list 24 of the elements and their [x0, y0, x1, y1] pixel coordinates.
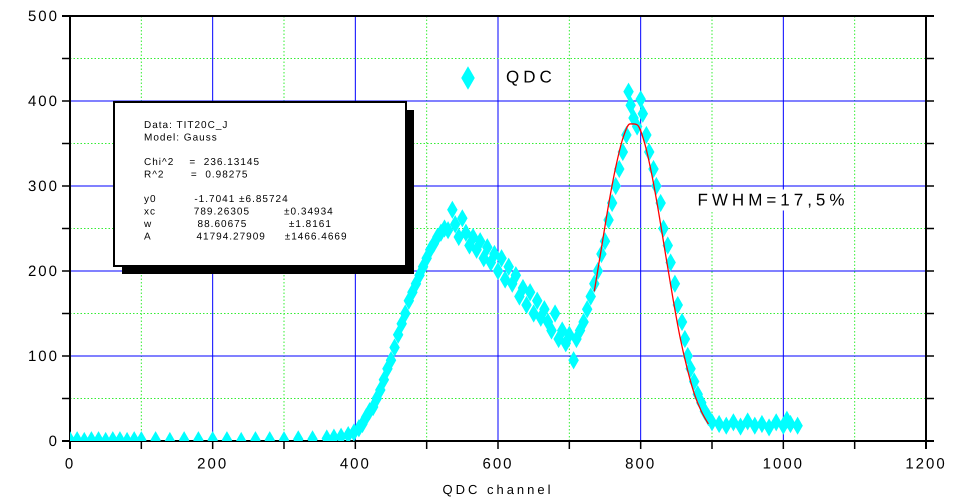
x-tick-label: 0	[64, 456, 76, 472]
y-tick-label: 200	[28, 262, 59, 280]
y-tick-label: 400	[28, 92, 59, 110]
x-tick-label: 600	[482, 456, 514, 472]
x-tick-label: 800	[625, 456, 656, 472]
annotation: R^2 = 0.98275	[144, 170, 248, 180]
x-tick-label: 400	[340, 456, 371, 472]
y-tick-label: 100	[28, 348, 59, 365]
y-tick-label: 300	[28, 178, 59, 195]
x-axis-title: QDC channel	[442, 482, 554, 497]
annotation: Chi^2 = 236.13145	[144, 157, 260, 168]
annotation: Model: Gauss	[144, 132, 218, 144]
annotation: Data: TIT20C_J	[144, 120, 228, 131]
x-tick-label: 1200	[905, 456, 947, 472]
y-tick-label: 500	[28, 8, 59, 25]
y-tick-label: 0	[48, 432, 59, 450]
annotation: xc 789.26305 ±0.34934	[144, 206, 334, 218]
annotation: A 41794.27909 ±1466.4669	[144, 232, 348, 242]
legend-label: QDC	[506, 67, 556, 86]
annotation: w 88.60675 ±1.8161	[143, 219, 332, 230]
annotation: FWHM=17,5%	[698, 190, 848, 210]
annotation: y0 -1.7041 ±6.85724	[144, 194, 289, 205]
x-tick-label: 1000	[762, 456, 804, 472]
x-tick-label: 200	[197, 456, 228, 472]
